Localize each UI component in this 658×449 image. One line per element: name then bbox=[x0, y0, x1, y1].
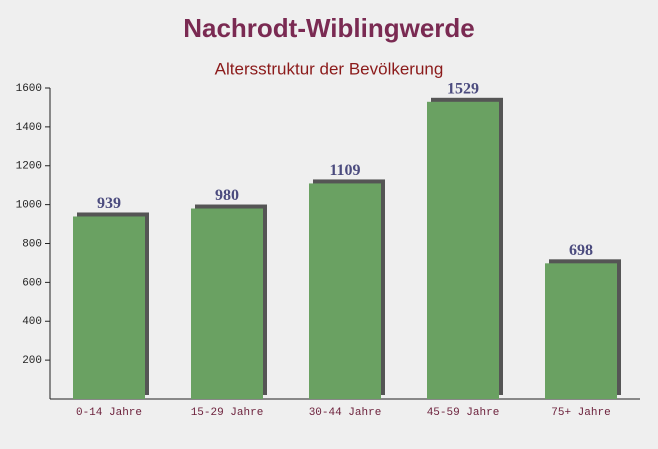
chart-title: Nachrodt-Wiblingwerde bbox=[183, 13, 475, 43]
bar bbox=[73, 216, 145, 399]
y-tick-label: 1400 bbox=[16, 122, 42, 134]
x-tick-label: 15-29 Jahre bbox=[191, 407, 264, 419]
value-label: 1529 bbox=[447, 80, 479, 97]
y-tick-label: 1000 bbox=[16, 200, 42, 212]
y-tick-label: 800 bbox=[22, 238, 42, 250]
value-label: 980 bbox=[215, 187, 239, 204]
value-label: 939 bbox=[97, 195, 121, 212]
y-tick-label: 600 bbox=[22, 277, 42, 289]
y-tick-label: 400 bbox=[22, 316, 42, 328]
x-tick-label: 30-44 Jahre bbox=[309, 407, 382, 419]
x-tick-label: 45-59 Jahre bbox=[427, 407, 500, 419]
value-label: 1109 bbox=[329, 162, 360, 179]
value-label: 698 bbox=[569, 242, 593, 259]
chart-subtitle: Altersstruktur der Bevölkerung bbox=[215, 59, 444, 78]
bar bbox=[427, 101, 499, 399]
bar bbox=[309, 183, 381, 399]
bar bbox=[191, 208, 263, 399]
y-tick-label: 200 bbox=[22, 355, 42, 367]
y-tick-label: 1200 bbox=[16, 161, 42, 173]
y-tick-label: 1600 bbox=[16, 83, 42, 95]
x-tick-label: 75+ Jahre bbox=[551, 407, 610, 419]
bar bbox=[545, 263, 617, 399]
x-tick-label: 0-14 Jahre bbox=[76, 407, 142, 419]
